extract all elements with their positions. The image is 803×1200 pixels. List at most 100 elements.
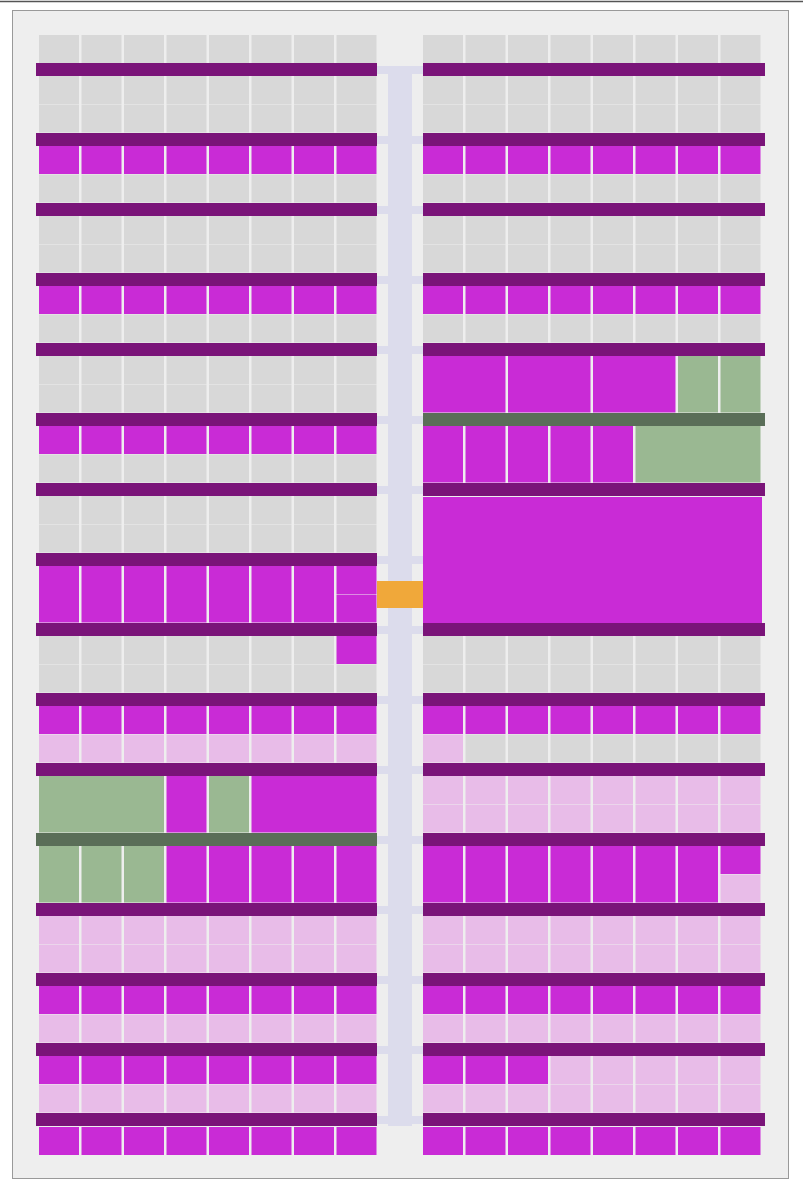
rack-bar [36, 483, 377, 496]
slot [423, 944, 463, 973]
slot [508, 776, 548, 804]
slot [678, 356, 718, 413]
slot [336, 35, 377, 63]
slot [678, 314, 718, 343]
slot [166, 384, 207, 413]
aisle-link [377, 206, 423, 214]
slot [635, 1056, 676, 1084]
slot [635, 636, 676, 664]
slot [720, 706, 761, 734]
rack-bar [423, 693, 765, 706]
slot [124, 1127, 164, 1155]
slot [209, 426, 249, 454]
slot [720, 804, 761, 833]
slot [508, 1127, 548, 1155]
slot [678, 664, 718, 693]
slot [39, 1127, 79, 1155]
slot [336, 594, 377, 623]
slot [39, 454, 79, 483]
slot [678, 174, 718, 203]
slot [166, 496, 207, 524]
slot [124, 944, 164, 973]
slot [294, 1127, 334, 1155]
slot [678, 146, 718, 174]
slot [336, 846, 377, 903]
slot [508, 426, 548, 483]
slot [465, 846, 506, 903]
slot [423, 286, 463, 314]
slot [124, 146, 164, 174]
slot [251, 636, 292, 664]
slot [81, 314, 122, 343]
slot [81, 706, 122, 734]
slot [593, 314, 633, 343]
slot [294, 104, 334, 133]
slot [209, 1127, 249, 1155]
aisle-link [377, 416, 423, 424]
slot [124, 384, 164, 413]
slot [508, 216, 548, 244]
slot [465, 286, 506, 314]
slot [336, 146, 377, 174]
rack-bar [423, 833, 765, 846]
slot [635, 776, 676, 804]
slot [124, 846, 164, 903]
slot [423, 776, 463, 804]
slot [720, 986, 761, 1014]
slot [166, 216, 207, 244]
slot [209, 776, 249, 833]
slot [81, 664, 122, 693]
slot [678, 76, 718, 104]
slot [465, 1056, 506, 1084]
slot [593, 664, 633, 693]
slot [294, 174, 334, 203]
slot [720, 1127, 761, 1155]
aisle-link [377, 66, 423, 74]
slot [635, 986, 676, 1014]
slot [423, 734, 463, 763]
slot [209, 76, 249, 104]
slot [294, 454, 334, 483]
aisle-link [377, 486, 423, 494]
slot [81, 846, 122, 903]
layout [36, 35, 765, 1155]
slot [39, 496, 79, 524]
slot [423, 916, 463, 944]
slot [678, 216, 718, 244]
rack-bar [36, 553, 377, 566]
slot [678, 944, 718, 973]
aisle-link [377, 556, 423, 564]
slot [209, 356, 249, 384]
marker [377, 581, 423, 608]
slot [720, 286, 761, 314]
slot [635, 664, 676, 693]
slot [209, 35, 249, 63]
slot [166, 776, 207, 833]
slot [336, 244, 377, 273]
slot [423, 706, 463, 734]
slot [465, 1014, 506, 1043]
slot [39, 664, 79, 693]
slot [81, 454, 122, 483]
slot [678, 916, 718, 944]
slot [124, 76, 164, 104]
slot [508, 104, 548, 133]
slot [423, 244, 463, 273]
aisle-link [377, 136, 423, 144]
slot [678, 286, 718, 314]
slot [465, 426, 506, 483]
slot [124, 566, 164, 623]
slot [635, 146, 676, 174]
slot [124, 1084, 164, 1113]
slot [593, 804, 633, 833]
slot [593, 146, 633, 174]
slot [593, 35, 633, 63]
slot [678, 35, 718, 63]
slot [635, 314, 676, 343]
slot [166, 524, 207, 553]
slot [336, 104, 377, 133]
slot [678, 636, 718, 664]
slot [593, 174, 633, 203]
slot [720, 76, 761, 104]
slot [251, 846, 292, 903]
